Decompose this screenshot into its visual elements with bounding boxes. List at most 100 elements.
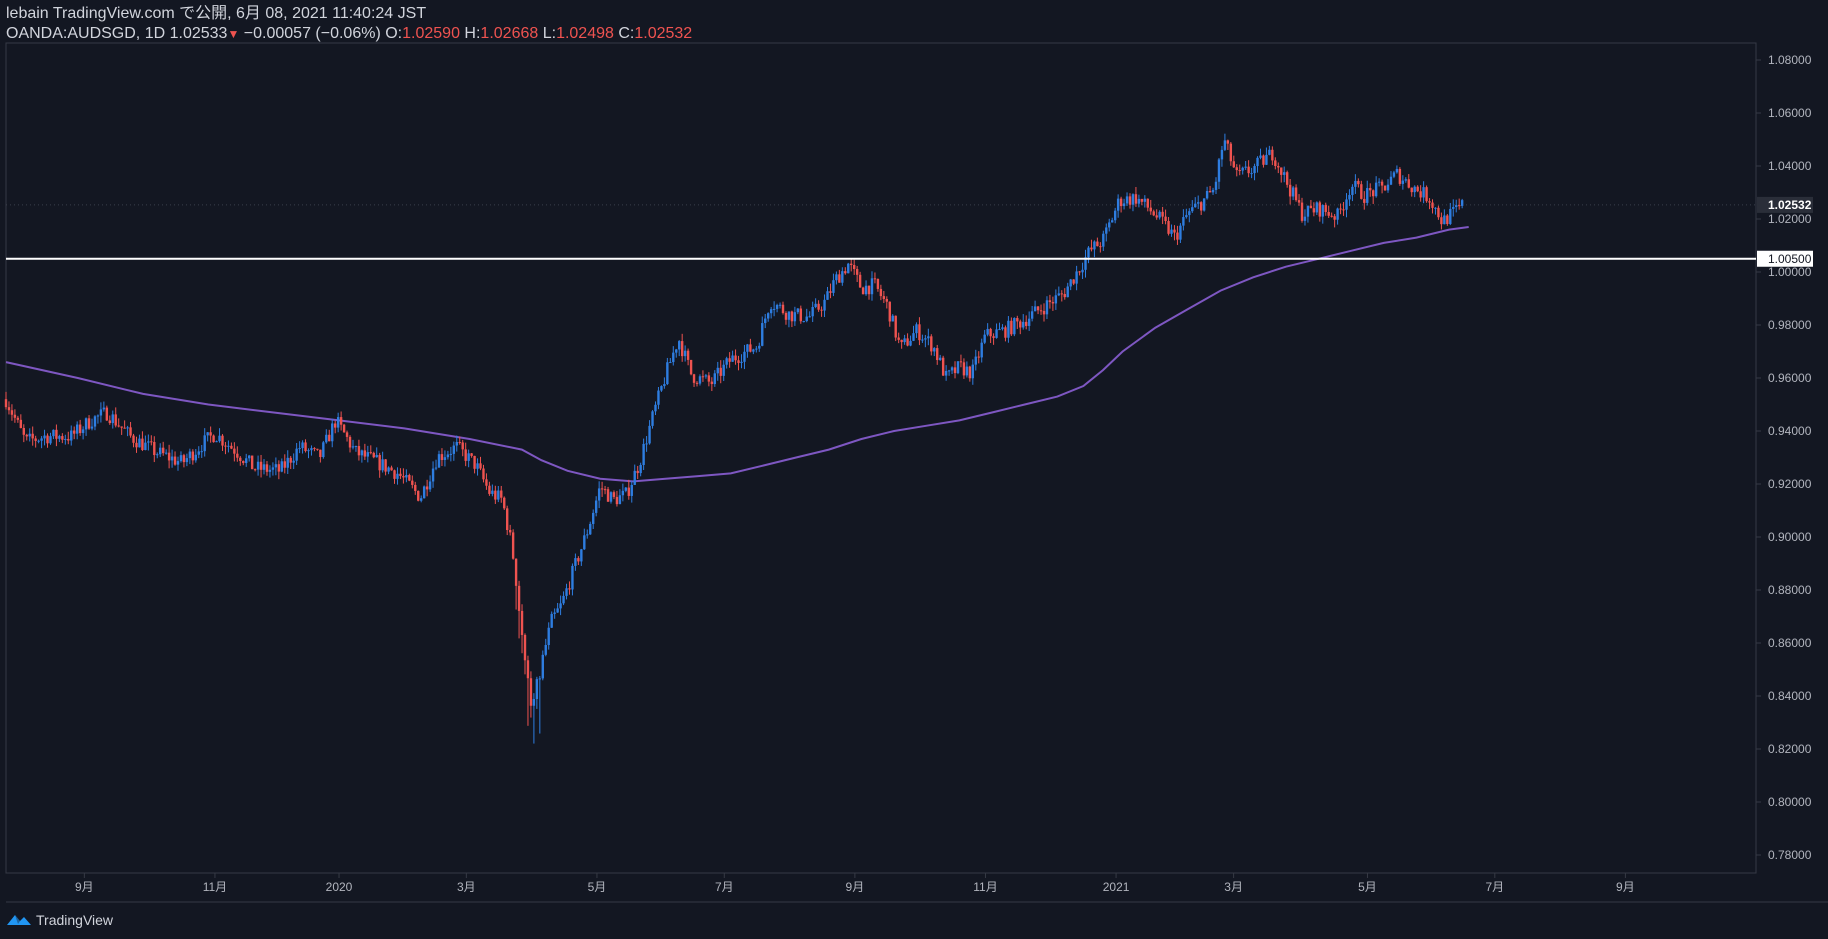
candle-body — [1238, 170, 1241, 172]
candle-body — [998, 329, 1001, 331]
candle-body — [506, 508, 509, 530]
candle-body — [336, 417, 340, 428]
candle-body — [944, 370, 948, 376]
candle-body — [132, 435, 135, 443]
candle-body — [1108, 222, 1111, 228]
candle-body — [1027, 318, 1031, 326]
x-tick-label: 7月 — [715, 880, 734, 894]
candle-body — [1051, 302, 1055, 304]
candle-body — [574, 558, 577, 566]
candle-body — [728, 358, 731, 362]
tradingview-brand[interactable]: TradingView — [36, 912, 114, 928]
candle-body — [1457, 205, 1461, 207]
candle-body — [692, 374, 696, 383]
candle-body — [135, 442, 138, 448]
y-tick-label: 1.04000 — [1768, 159, 1812, 173]
candle-body — [425, 486, 429, 490]
candle-body — [78, 424, 82, 434]
candle-body — [680, 341, 684, 357]
candle-body — [1422, 187, 1425, 198]
candle-body — [70, 430, 73, 441]
candle-body — [1256, 157, 1259, 167]
candle-body — [933, 348, 936, 352]
candle-body — [150, 441, 153, 443]
x-tick-label: 11月 — [203, 880, 227, 894]
candle-body — [589, 523, 592, 535]
candle-body — [422, 486, 426, 499]
candle-body — [10, 410, 14, 415]
candle-body — [443, 457, 447, 461]
candle-body — [1158, 211, 1161, 218]
candle-body — [597, 488, 601, 501]
candle-body — [138, 438, 141, 448]
candle-body — [1321, 205, 1324, 217]
x-tick-label: 9月 — [1616, 880, 1635, 894]
candle-body — [1045, 300, 1049, 315]
candle-body — [437, 454, 441, 468]
candle-body — [239, 457, 242, 461]
candle-body — [1253, 166, 1256, 174]
candle-body — [1410, 187, 1413, 193]
candle-body — [734, 355, 737, 361]
candle-body — [46, 435, 49, 444]
candle-body — [713, 373, 717, 385]
candle-body — [1069, 279, 1072, 287]
candle-body — [1093, 241, 1096, 250]
candle-body — [182, 455, 186, 463]
symbol-label[interactable]: OANDA:AUDSGD, 1D — [6, 25, 166, 42]
candle-body — [1019, 321, 1022, 328]
candle-body — [562, 595, 565, 604]
tradingview-logo-icon[interactable] — [6, 912, 32, 928]
candle-body — [651, 411, 654, 426]
candle-body — [1007, 320, 1010, 338]
candle-body — [84, 418, 88, 430]
candle-body — [855, 269, 859, 275]
candle-body — [1116, 198, 1120, 211]
candle-body — [583, 535, 586, 550]
candle-body — [571, 565, 574, 590]
candle-body — [1179, 225, 1182, 240]
candle-body — [144, 442, 147, 451]
candle-body — [974, 356, 977, 365]
candle-body — [1452, 206, 1455, 209]
candle-body — [1371, 190, 1375, 197]
candle-body — [1232, 161, 1235, 168]
candle-body — [1324, 205, 1327, 212]
candle-body — [405, 475, 408, 478]
candle-body — [900, 339, 903, 343]
candle-body — [274, 464, 278, 468]
candle-body — [259, 461, 263, 470]
candle-body — [354, 446, 358, 448]
candle-body — [28, 433, 31, 437]
candle-body — [1042, 310, 1046, 315]
candle-body — [1188, 211, 1191, 216]
candle-body — [227, 445, 230, 447]
candle-body — [657, 390, 660, 405]
open-value: 1.02590 — [402, 25, 460, 42]
candle-body — [820, 309, 823, 311]
candle-body — [811, 307, 814, 317]
candle-body — [701, 376, 705, 378]
candle-body — [440, 454, 444, 461]
candle-body — [280, 461, 284, 472]
candle-body — [52, 429, 55, 437]
candle-body — [927, 336, 930, 339]
candle-body — [1087, 247, 1090, 258]
candle-body — [817, 303, 820, 310]
published-line: lebain TradingView.com で公開, 6月 08, 2021 … — [6, 5, 427, 22]
candle-body — [268, 469, 272, 472]
candle-body — [1072, 279, 1075, 284]
candle-body — [586, 534, 589, 536]
candle-body — [197, 451, 200, 455]
candle-body — [446, 454, 450, 458]
candle-body — [547, 627, 550, 645]
candle-body — [1244, 166, 1247, 168]
y-tick-label: 0.82000 — [1768, 742, 1812, 756]
candle-body — [921, 339, 924, 341]
candle-body — [503, 497, 506, 509]
candle-body — [1377, 181, 1381, 183]
candle-body — [93, 416, 97, 427]
candle-body — [704, 375, 708, 377]
candle-body — [1173, 229, 1176, 233]
